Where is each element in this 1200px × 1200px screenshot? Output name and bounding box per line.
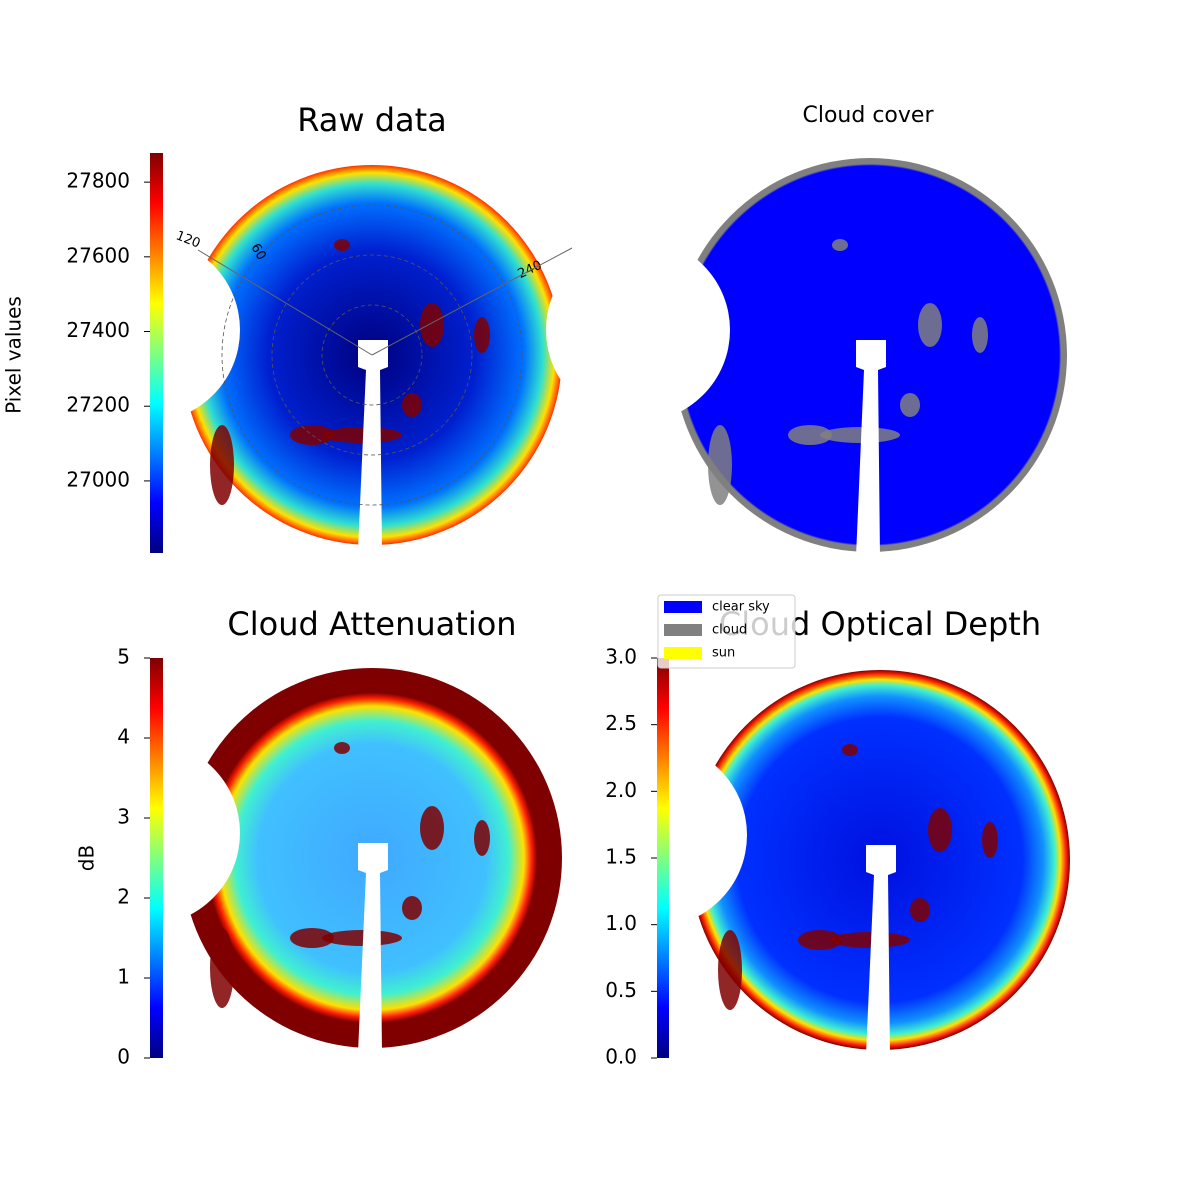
cloud-patch xyxy=(420,303,444,347)
colorbar-tick-label: 2.0 xyxy=(605,778,637,802)
cloud-patch xyxy=(832,239,848,251)
colorbar-tick-label: 0.5 xyxy=(605,978,637,1002)
colorbar-tick-label: 1 xyxy=(117,965,130,989)
legend-label: sun xyxy=(712,646,735,661)
panel-title: Cloud cover xyxy=(803,103,935,128)
cloud-patch xyxy=(918,303,942,347)
colorbar-tick-label: 0.0 xyxy=(605,1045,637,1069)
cloud-patch xyxy=(972,317,988,353)
cloud-patch xyxy=(900,393,920,417)
legend: clear sky cloud sun xyxy=(657,594,796,669)
cloud-patch xyxy=(474,317,490,353)
cloud-patch xyxy=(420,806,444,850)
colorbar-tick-label: 1.0 xyxy=(605,911,637,935)
colorbar-label: dB xyxy=(75,845,99,871)
colorbar-tick-label: 2.5 xyxy=(605,711,637,735)
cloud-patch xyxy=(718,930,742,1010)
cloud-patch xyxy=(322,427,402,443)
camera-arm xyxy=(866,845,896,1055)
legend-swatch xyxy=(664,647,702,659)
cloud-patch xyxy=(322,930,402,946)
cloud-patch xyxy=(798,930,842,950)
cloud-patch xyxy=(910,898,930,922)
colorbar-tick-label: 3.0 xyxy=(605,645,637,669)
polar-axis xyxy=(197,249,373,356)
colorbar-tick-label: 27200 xyxy=(66,393,130,417)
cloud-patch xyxy=(820,427,900,443)
colorbar-tick-label: 27400 xyxy=(66,318,130,342)
cloud-patch xyxy=(290,425,334,445)
cloud-patch xyxy=(334,742,350,754)
camera-arm xyxy=(358,340,388,550)
colorbar-tick-label: 2 xyxy=(117,885,130,909)
colorbar-label: Pixel values xyxy=(2,296,26,414)
camera-arm xyxy=(856,340,886,557)
cloud-patch xyxy=(402,896,422,920)
legend-label: cloud xyxy=(712,623,747,638)
cloud-patch xyxy=(334,239,350,251)
image-mask xyxy=(546,238,730,422)
cloud-patch xyxy=(474,820,490,856)
image-mask xyxy=(563,743,747,927)
colorbar xyxy=(150,153,163,553)
panel-title: Cloud Attenuation xyxy=(227,605,516,643)
colorbar-tick-label: 4 xyxy=(117,725,130,749)
colorbar-tick-label: 0 xyxy=(117,1045,130,1069)
colorbar-tick-label: 27000 xyxy=(66,467,130,491)
panel-title: Raw data xyxy=(297,101,447,139)
cloud-patch xyxy=(210,425,234,505)
image-mask xyxy=(56,741,240,925)
cloud-patch xyxy=(842,744,858,756)
cloud-patch xyxy=(830,932,910,948)
cloud-patch xyxy=(788,425,832,445)
colorbar-tick-label: 5 xyxy=(117,645,130,669)
polar-label: 60 xyxy=(247,241,268,263)
cloud-patch xyxy=(928,808,952,852)
colorbar-tick-label: 27800 xyxy=(66,169,130,193)
legend-label: clear sky xyxy=(712,600,770,615)
cloud-patch xyxy=(402,393,422,417)
polar-grid xyxy=(271,254,473,456)
polar-axis xyxy=(371,247,573,356)
colorbar-tick-label: 1.5 xyxy=(605,845,637,869)
polar-grid xyxy=(321,304,423,406)
legend-swatch xyxy=(664,624,702,636)
cloud-patch xyxy=(290,928,334,948)
colorbar-tick-label: 27600 xyxy=(66,243,130,267)
cloud-patch xyxy=(982,822,998,858)
cloud-patch xyxy=(708,425,732,505)
colorbar xyxy=(150,658,163,1058)
colorbar xyxy=(657,658,669,1058)
legend-swatch xyxy=(664,601,702,613)
polar-grid xyxy=(221,204,523,506)
colorbar-tick-label: 3 xyxy=(117,805,130,829)
image-mask xyxy=(56,238,240,422)
cloud-patch xyxy=(210,928,234,1008)
camera-arm xyxy=(358,843,388,1053)
